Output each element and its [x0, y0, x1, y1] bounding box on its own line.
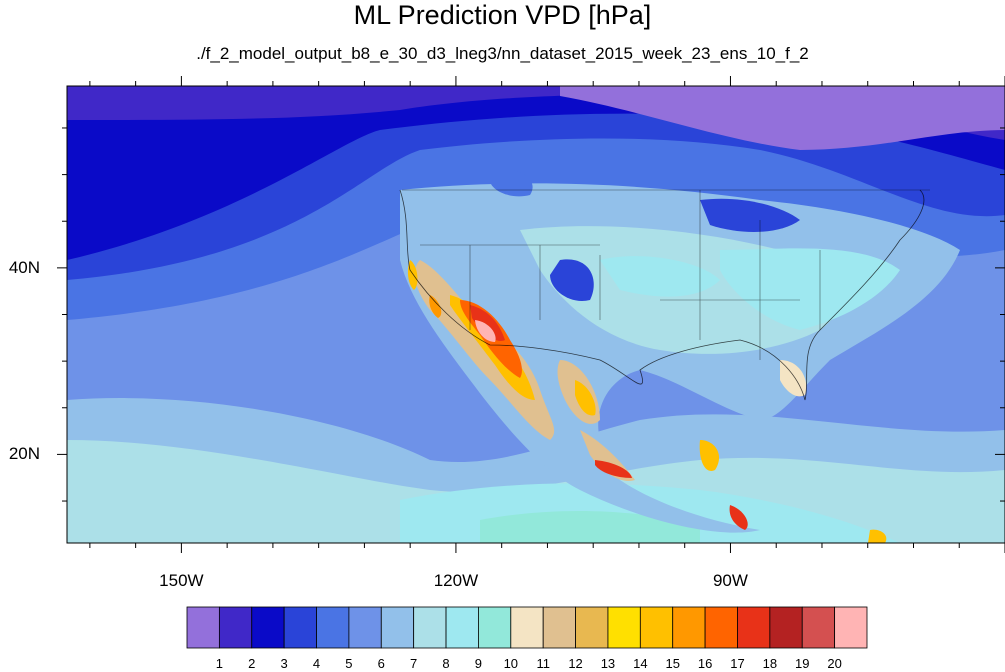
- axis-ticks: [57, 76, 1005, 553]
- colorbar-label: 19: [795, 656, 810, 671]
- colorbar-label: 1: [215, 656, 223, 671]
- colorbar-label: 5: [345, 656, 353, 671]
- colorbar-swatch: [218, 606, 253, 649]
- colorbar-swatch: [737, 606, 771, 649]
- colorbar-swatch: [834, 606, 868, 649]
- colorbar-label: 6: [377, 656, 385, 671]
- colorbar-swatch: [348, 606, 382, 649]
- lat-tick-label: 40N: [8, 257, 40, 277]
- colorbar-label: 12: [568, 656, 583, 671]
- colorbar-swatch: [251, 606, 285, 649]
- colorbar-label: 2: [248, 656, 256, 671]
- lat-tick-label: 20N: [8, 444, 40, 464]
- colorbar-swatch: [478, 606, 512, 649]
- colorbar-label: 17: [730, 656, 745, 671]
- colorbar-label: 18: [762, 656, 778, 671]
- colorbar-label: 20: [827, 656, 842, 671]
- colorbar-swatch: [413, 606, 447, 649]
- lon-tick-label: 90W: [712, 571, 748, 590]
- colorbar-swatch: [542, 606, 576, 649]
- map-subtitle: ./f_2_model_output_b8_e_30_d3_lneg3/nn_d…: [196, 44, 809, 63]
- colorbar: [186, 606, 868, 649]
- colorbar-label: 14: [633, 656, 648, 671]
- colorbar-swatch: [380, 606, 415, 649]
- colorbar-label: 4: [312, 656, 321, 671]
- colorbar-swatch: [607, 606, 641, 649]
- colorbar-swatch: [445, 606, 479, 649]
- colorbar-swatch: [639, 606, 674, 649]
- colorbar-swatch: [510, 606, 544, 649]
- colorbar-label: 9: [474, 656, 483, 671]
- colorbar-swatch: [704, 606, 738, 649]
- lon-tick-label: 120W: [433, 571, 479, 590]
- vpd-field: [67, 86, 1005, 543]
- colorbar-label: 11: [536, 656, 550, 671]
- colorbar-swatch: [672, 606, 706, 649]
- colorbar-label: 16: [697, 656, 713, 671]
- map-title: ML Prediction VPD [hPa]: [353, 0, 652, 30]
- colorbar-swatch: [801, 606, 836, 649]
- colorbar-label: 7: [410, 656, 418, 671]
- colorbar-swatch: [769, 606, 803, 649]
- colorbar-label: 3: [280, 656, 288, 671]
- colorbar-label: 10: [503, 656, 519, 671]
- colorbar-label: 15: [665, 656, 680, 671]
- colorbar-swatch: [283, 606, 317, 649]
- colorbar-label: 8: [442, 656, 450, 671]
- colorbar-swatch: [316, 606, 350, 649]
- colorbar-label: 13: [600, 656, 616, 671]
- colorbar-swatch: [186, 606, 220, 649]
- colorbar-swatch: [575, 606, 609, 649]
- lon-tick-label: 150W: [159, 571, 204, 590]
